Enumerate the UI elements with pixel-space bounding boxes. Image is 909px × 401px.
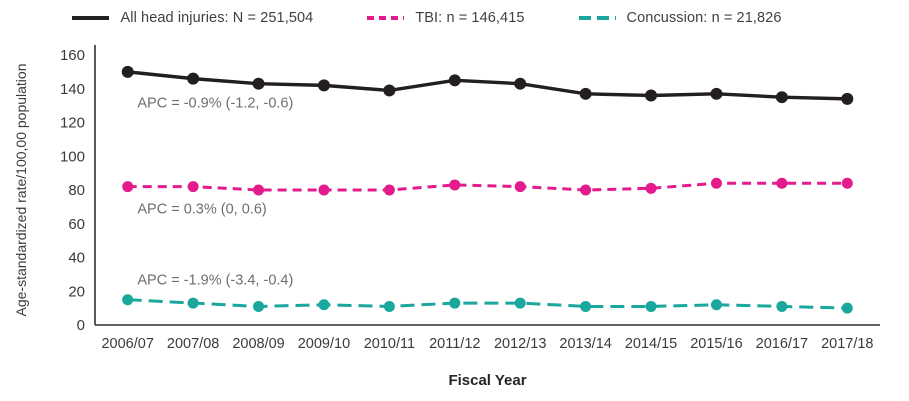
line-chart-canvas: 0 20 40 60 80 100 120 140 160 2006/07 2007/08 2008/… [60, 45, 880, 389]
long-dash-line-sample-icon [578, 16, 616, 20]
legend-item-concussion: Concussion: n = 21,826 [578, 10, 782, 26]
svg-text:140: 140 [60, 81, 85, 98]
svg-text:2012/13: 2012/13 [494, 336, 546, 352]
svg-text:Fiscal Year: Fiscal Year [448, 372, 526, 389]
legend-label-all-head-injuries: All head injuries: N = 251,504 [120, 10, 314, 26]
svg-text:2016/17: 2016/17 [756, 336, 808, 352]
legend-item-all-head-injuries: All head injuries: N = 251,504 [72, 10, 313, 26]
svg-text:20: 20 [68, 283, 85, 300]
svg-text:160: 160 [60, 47, 85, 64]
svg-text:60: 60 [68, 216, 85, 233]
svg-text:80: 80 [68, 182, 85, 199]
legend-item-tbi: TBI: n = 146,415 [367, 10, 524, 26]
chart-legend: All head injuries: N = 251,504 TBI: n = … [0, 0, 909, 36]
svg-text:2010/11: 2010/11 [364, 336, 415, 352]
dashed-line-sample-icon [367, 16, 405, 20]
svg-text:2014/15: 2014/15 [625, 336, 677, 352]
svg-text:2007/08: 2007/08 [167, 336, 219, 352]
svg-text:APC = 0.3% (0, 0.6): APC = 0.3% (0, 0.6) [137, 202, 266, 218]
y-axis-title: Age-standardized rate/100,00 population [13, 63, 29, 317]
svg-text:2013/14: 2013/14 [559, 336, 611, 352]
svg-text:120: 120 [60, 115, 85, 132]
svg-text:APC = -0.9% (-1.2, -0.6): APC = -0.9% (-1.2, -0.6) [137, 95, 293, 111]
svg-text:2006/07: 2006/07 [101, 336, 153, 352]
svg-text:0: 0 [77, 317, 85, 334]
legend-label-tbi: TBI: n = 146,415 [415, 10, 525, 26]
svg-text:2017/18: 2017/18 [821, 336, 873, 352]
svg-text:100: 100 [60, 148, 85, 165]
svg-text:2011/12: 2011/12 [429, 336, 480, 352]
svg-text:2008/09: 2008/09 [232, 336, 284, 352]
svg-text:40: 40 [68, 250, 85, 267]
svg-text:2015/16: 2015/16 [690, 336, 742, 352]
solid-line-sample-icon [72, 16, 110, 20]
svg-text:APC = -1.9% (-3.4, -0.4): APC = -1.9% (-3.4, -0.4) [137, 273, 293, 289]
svg-text:2009/10: 2009/10 [298, 336, 350, 352]
legend-label-concussion: Concussion: n = 21,826 [626, 10, 782, 26]
